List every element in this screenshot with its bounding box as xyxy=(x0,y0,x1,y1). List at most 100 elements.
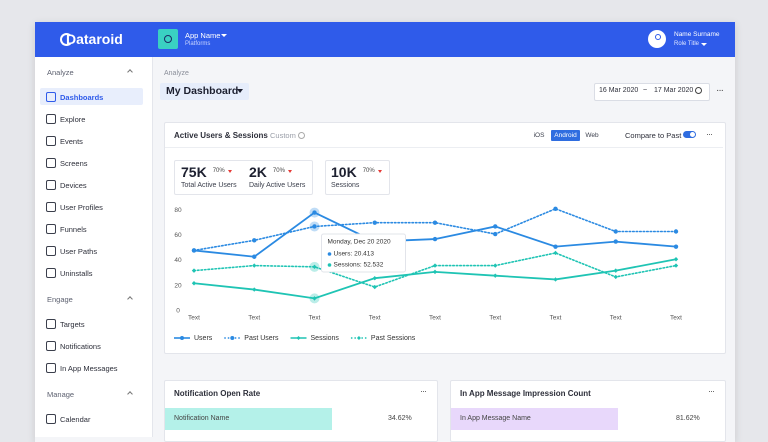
nav-icon xyxy=(46,180,56,190)
page-menu[interactable]: ··· xyxy=(716,85,724,96)
card-column-bg xyxy=(165,408,332,430)
info-icon[interactable] xyxy=(298,132,305,139)
chart-card-subtitle[interactable]: Custom xyxy=(270,131,296,140)
nav-item[interactable]: Screens xyxy=(60,159,88,168)
section-title[interactable]: Manage xyxy=(47,390,75,399)
page: Dataroid App Name Platforms Name Surname… xyxy=(35,22,735,442)
date-to[interactable]: 17 Mar 2020 xyxy=(654,87,694,94)
card-title: Notification Open Rate xyxy=(174,389,261,398)
point xyxy=(252,287,257,292)
nav-item[interactable]: User Profiles xyxy=(60,203,103,212)
platform-tab[interactable]: Web xyxy=(585,132,599,139)
point xyxy=(372,220,377,225)
chart-card-title: Active Users & Sessions xyxy=(174,131,268,140)
chart-card-menu[interactable]: ··· xyxy=(706,129,713,139)
hover-halo xyxy=(309,221,320,232)
app-icon-face xyxy=(164,35,172,43)
dashboard-select-bg[interactable] xyxy=(160,83,249,100)
kpi-down-arrow xyxy=(287,170,292,175)
point xyxy=(432,236,438,242)
point xyxy=(372,284,377,290)
point xyxy=(356,336,361,340)
point xyxy=(312,264,317,270)
card-column: In App Message Name xyxy=(460,415,531,422)
user-caret xyxy=(701,43,707,49)
card-value: 81.62% xyxy=(676,415,700,422)
tooltip-dot xyxy=(327,263,332,267)
nav-item[interactable]: Events xyxy=(60,137,83,146)
nav-icon xyxy=(46,202,56,212)
point xyxy=(432,263,438,268)
point xyxy=(493,273,498,278)
point xyxy=(252,263,257,268)
hover-halo xyxy=(309,207,320,218)
y-tick-label: 40 xyxy=(174,257,182,264)
compare-toggle-knob xyxy=(690,132,695,137)
card-value: 34.62% xyxy=(388,415,412,422)
nav-item[interactable]: In App Messages xyxy=(60,364,118,373)
nav-icon xyxy=(46,92,56,102)
kpi-label: Sessions xyxy=(331,182,360,189)
point xyxy=(613,229,618,234)
top-bar xyxy=(35,22,735,57)
tooltip-dot xyxy=(327,252,332,256)
y-tick-label: 60 xyxy=(174,232,182,239)
section-title[interactable]: Analyze xyxy=(47,68,74,77)
platform-tab[interactable]: iOS xyxy=(533,132,545,139)
card-menu[interactable]: ··· xyxy=(708,386,715,396)
x-tick-label: Text xyxy=(429,315,441,322)
nav-icon xyxy=(46,136,56,146)
kpi-label: Daily Active Users xyxy=(249,182,306,189)
point xyxy=(493,263,498,268)
kpi-value: 10K xyxy=(331,164,357,180)
nav-icon xyxy=(46,341,56,351)
nav-icon xyxy=(46,268,56,278)
card-column-bg xyxy=(451,408,618,430)
section-title[interactable]: Engage xyxy=(47,295,73,304)
nav-item[interactable]: Devices xyxy=(60,181,87,190)
user-role: Role Title xyxy=(674,41,700,47)
app-name[interactable]: App Name xyxy=(185,31,221,40)
app-sub: Platforms xyxy=(185,41,211,47)
kpi-value: 2K xyxy=(249,164,267,180)
point xyxy=(252,254,257,259)
nav-item[interactable]: User Paths xyxy=(60,247,98,256)
breadcrumb[interactable]: Analyze xyxy=(164,70,189,77)
kpi-label: Total Active Users xyxy=(181,182,237,189)
x-tick-label: Text xyxy=(188,315,200,322)
nav-item[interactable]: Funnels xyxy=(60,225,87,234)
dashboard-title[interactable]: My Dashboard xyxy=(166,85,239,97)
card-menu[interactable]: ··· xyxy=(420,386,427,396)
platform-tab[interactable]: Android xyxy=(551,130,580,141)
kpi-change: 70% xyxy=(362,168,375,174)
kpi-down-arrow xyxy=(377,170,382,175)
point xyxy=(432,269,438,275)
nav-item[interactable]: Notifications xyxy=(60,342,101,351)
nav-item[interactable]: Targets xyxy=(60,320,85,329)
point xyxy=(230,336,235,340)
logo-icon xyxy=(60,33,73,46)
legend-label: Past Sessions xyxy=(371,335,416,342)
compare-toggle[interactable] xyxy=(683,131,696,138)
nav-item[interactable]: Dashboards xyxy=(60,93,104,102)
point xyxy=(191,281,197,286)
nav-item[interactable]: Uninstalls xyxy=(60,269,93,278)
y-tick-label: 0 xyxy=(176,308,180,315)
point xyxy=(312,210,317,215)
point xyxy=(673,263,679,268)
point xyxy=(673,257,679,262)
point xyxy=(180,336,184,340)
date-range-box[interactable] xyxy=(594,83,710,101)
nav-item[interactable]: Calendar xyxy=(60,415,91,424)
y-tick-label: 20 xyxy=(174,282,182,289)
user-name[interactable]: Name Surname xyxy=(674,31,720,38)
point xyxy=(613,274,618,280)
chart-card-divider xyxy=(165,147,723,148)
date-icon xyxy=(695,87,702,94)
point xyxy=(613,239,618,244)
nav-icon xyxy=(46,224,56,234)
nav-item[interactable]: Explore xyxy=(60,115,86,124)
x-tick-label: Text xyxy=(550,315,562,322)
point xyxy=(553,250,558,256)
date-from[interactable]: 16 Mar 2020 xyxy=(599,87,639,94)
